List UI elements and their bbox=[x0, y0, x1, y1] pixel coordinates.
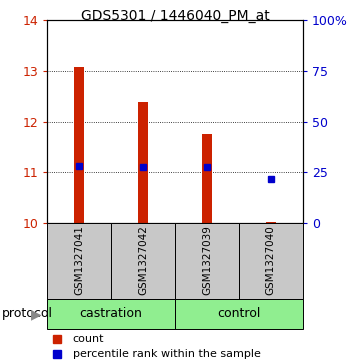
Bar bbox=[266, 222, 275, 223]
Text: percentile rank within the sample: percentile rank within the sample bbox=[73, 350, 261, 359]
Text: GSM1327039: GSM1327039 bbox=[202, 225, 212, 295]
Bar bbox=[111, 223, 175, 299]
Bar bbox=[175, 299, 303, 329]
Bar bbox=[239, 223, 303, 299]
Text: GSM1327040: GSM1327040 bbox=[266, 225, 276, 295]
Bar bbox=[47, 223, 111, 299]
Bar bbox=[138, 102, 148, 223]
Text: protocol: protocol bbox=[2, 307, 53, 321]
Bar bbox=[47, 299, 175, 329]
Bar bbox=[202, 134, 212, 223]
Bar bbox=[75, 67, 84, 223]
Text: GSM1327042: GSM1327042 bbox=[138, 225, 148, 295]
Text: GDS5301 / 1446040_PM_at: GDS5301 / 1446040_PM_at bbox=[80, 9, 270, 23]
Bar bbox=[175, 223, 239, 299]
Text: castration: castration bbox=[80, 307, 142, 321]
Text: count: count bbox=[73, 334, 104, 344]
Text: ▶: ▶ bbox=[32, 307, 42, 321]
Text: control: control bbox=[217, 307, 260, 321]
Text: GSM1327041: GSM1327041 bbox=[74, 225, 84, 295]
